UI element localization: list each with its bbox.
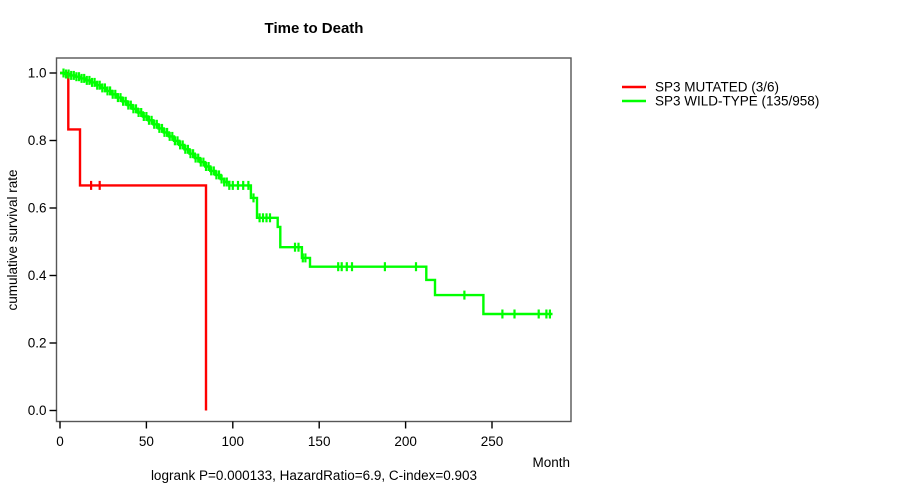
legend-label-wildtype: SP3 WILD-TYPE (135/958) [655,94,819,109]
y-tick-label: 0.4 [28,268,47,283]
x-tick-label: 100 [222,434,245,449]
y-axis-label: cumulative survival rate [5,169,20,310]
x-tick-label: 0 [56,434,64,449]
plot-box [55,57,572,423]
legend: SP3 MUTATED (3/6) SP3 WILD-TYPE (135/958… [622,80,819,109]
y-tick-label: 0.2 [28,336,47,351]
x-tick-label: 150 [308,434,331,449]
x-tick-label: 250 [481,434,504,449]
x-axis-label: Month [532,455,570,470]
y-axis-ticks: 0.0 0.2 0.4 0.6 0.8 1.0 [28,66,57,418]
stats-caption: logrank P=0.000133, HazardRatio=6.9, C-i… [151,468,477,483]
x-axis-ticks: 0 50 100 150 200 250 [56,421,504,449]
y-tick-label: 1.0 [28,66,47,81]
y-tick-label: 0.0 [28,403,47,418]
plot-title: Time to Death [265,20,364,37]
survival-curves [60,68,553,411]
y-tick-label: 0.6 [28,201,47,216]
x-tick-label: 200 [394,434,417,449]
y-tick-label: 0.8 [28,133,47,148]
legend-label-mutated: SP3 MUTATED (3/6) [655,80,779,95]
survival-curve-mutated [60,71,208,411]
x-tick-label: 50 [139,434,154,449]
